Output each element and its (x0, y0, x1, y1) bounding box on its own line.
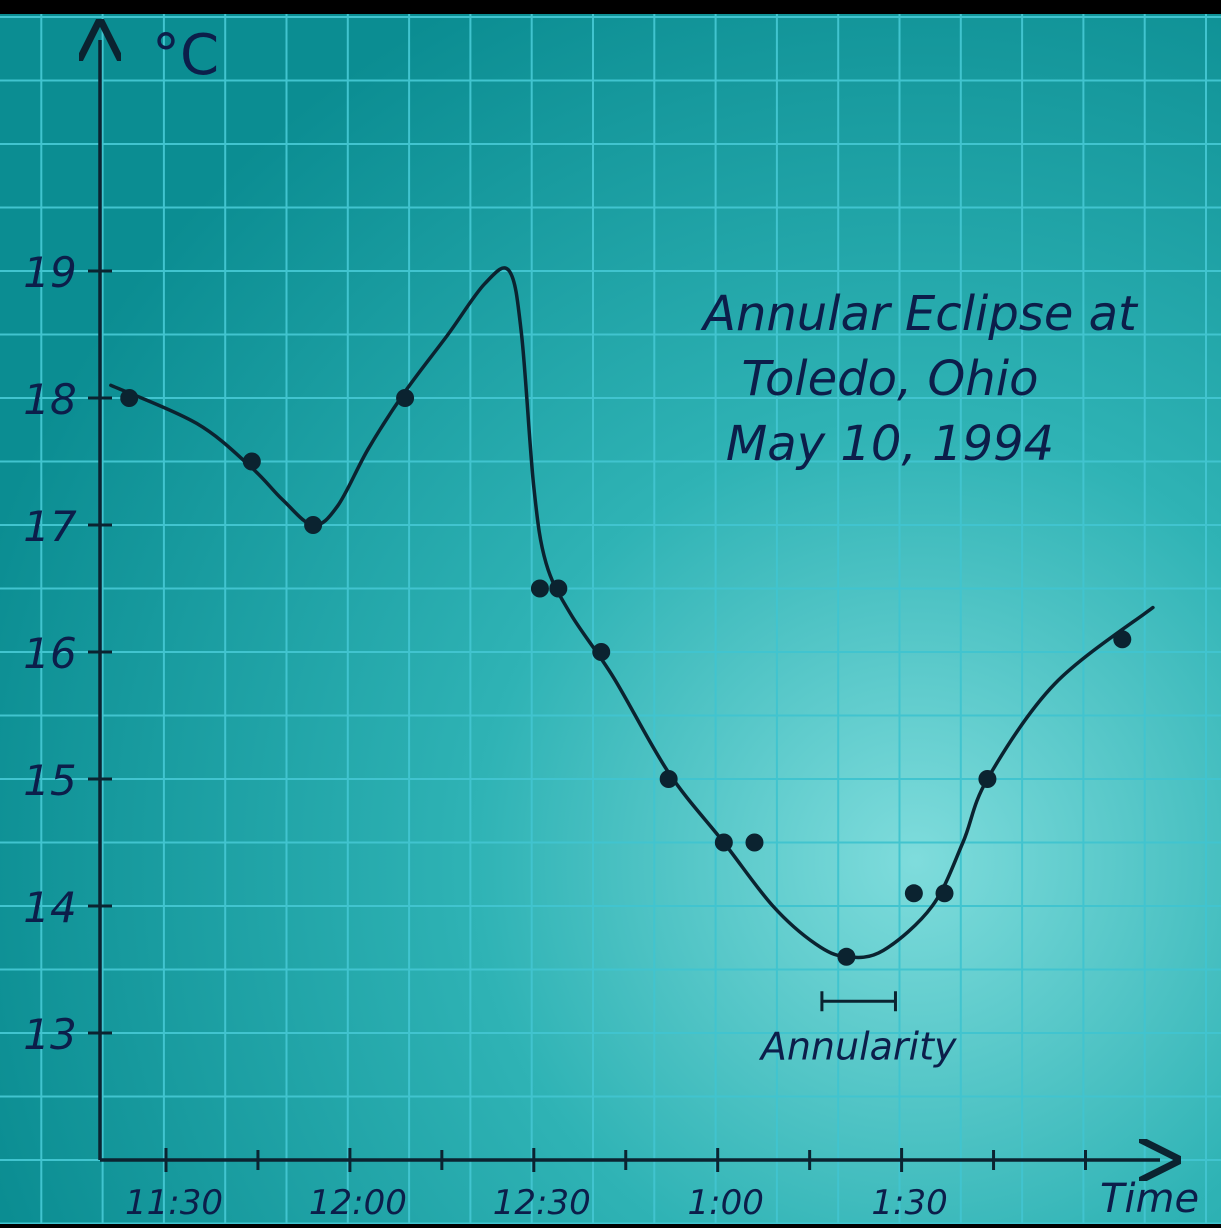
data-point (242, 452, 261, 471)
temperature-curve (109, 266, 1155, 960)
data-point (396, 389, 415, 407)
y-tick-label: 15 (23, 756, 76, 805)
tick-marks (88, 269, 1087, 1172)
data-point (837, 947, 856, 966)
graph-paper (0, 14, 1221, 1224)
grid (0, 14, 1221, 1225)
data-point (304, 516, 323, 534)
data-points (120, 389, 1132, 966)
data-point (592, 643, 611, 661)
y-tick-label: 17 (23, 502, 77, 551)
x-tick-label: 11:30 (125, 1183, 223, 1223)
x-tick-label: 12:00 (309, 1183, 407, 1223)
title-line-1: Annular Eclipse at (700, 286, 1139, 342)
y-tick-label: 16 (23, 629, 76, 678)
data-point (935, 884, 954, 903)
data-point (530, 579, 549, 598)
x-tick-label: 1:30 (871, 1183, 947, 1223)
annularity-annotation: Annularity (758, 991, 957, 1068)
data-point (549, 579, 568, 598)
data-point (659, 770, 678, 788)
data-point (745, 833, 764, 852)
chart-title: Annular Eclipse at Toledo, Ohio May 10, … (700, 286, 1139, 472)
data-point (714, 833, 733, 852)
data-point (904, 884, 923, 903)
x-tick-label: 1:00 (688, 1183, 764, 1223)
title-line-3: May 10, 1994 (726, 416, 1054, 472)
title-line-2: Toledo, Ohio (742, 351, 1039, 407)
y-axis-label: °C (152, 23, 219, 88)
annularity-label: Annularity (758, 1024, 957, 1068)
x-tick-label: 12:30 (493, 1183, 591, 1223)
x-axis-label: Time (1100, 1176, 1199, 1222)
data-point (120, 389, 139, 407)
y-tick-label: 19 (23, 248, 76, 297)
y-tick-labels: 13 14 15 16 17 18 19 (23, 248, 77, 1059)
data-point (1113, 630, 1132, 649)
y-tick-label: 14 (23, 883, 76, 932)
y-tick-label: 18 (23, 375, 76, 424)
x-tick-labels: 11:30 12:00 12:30 1:00 1:30 (125, 1183, 948, 1223)
y-tick-label: 13 (23, 1010, 76, 1059)
axes (100, 40, 1160, 1160)
data-point (978, 770, 997, 788)
